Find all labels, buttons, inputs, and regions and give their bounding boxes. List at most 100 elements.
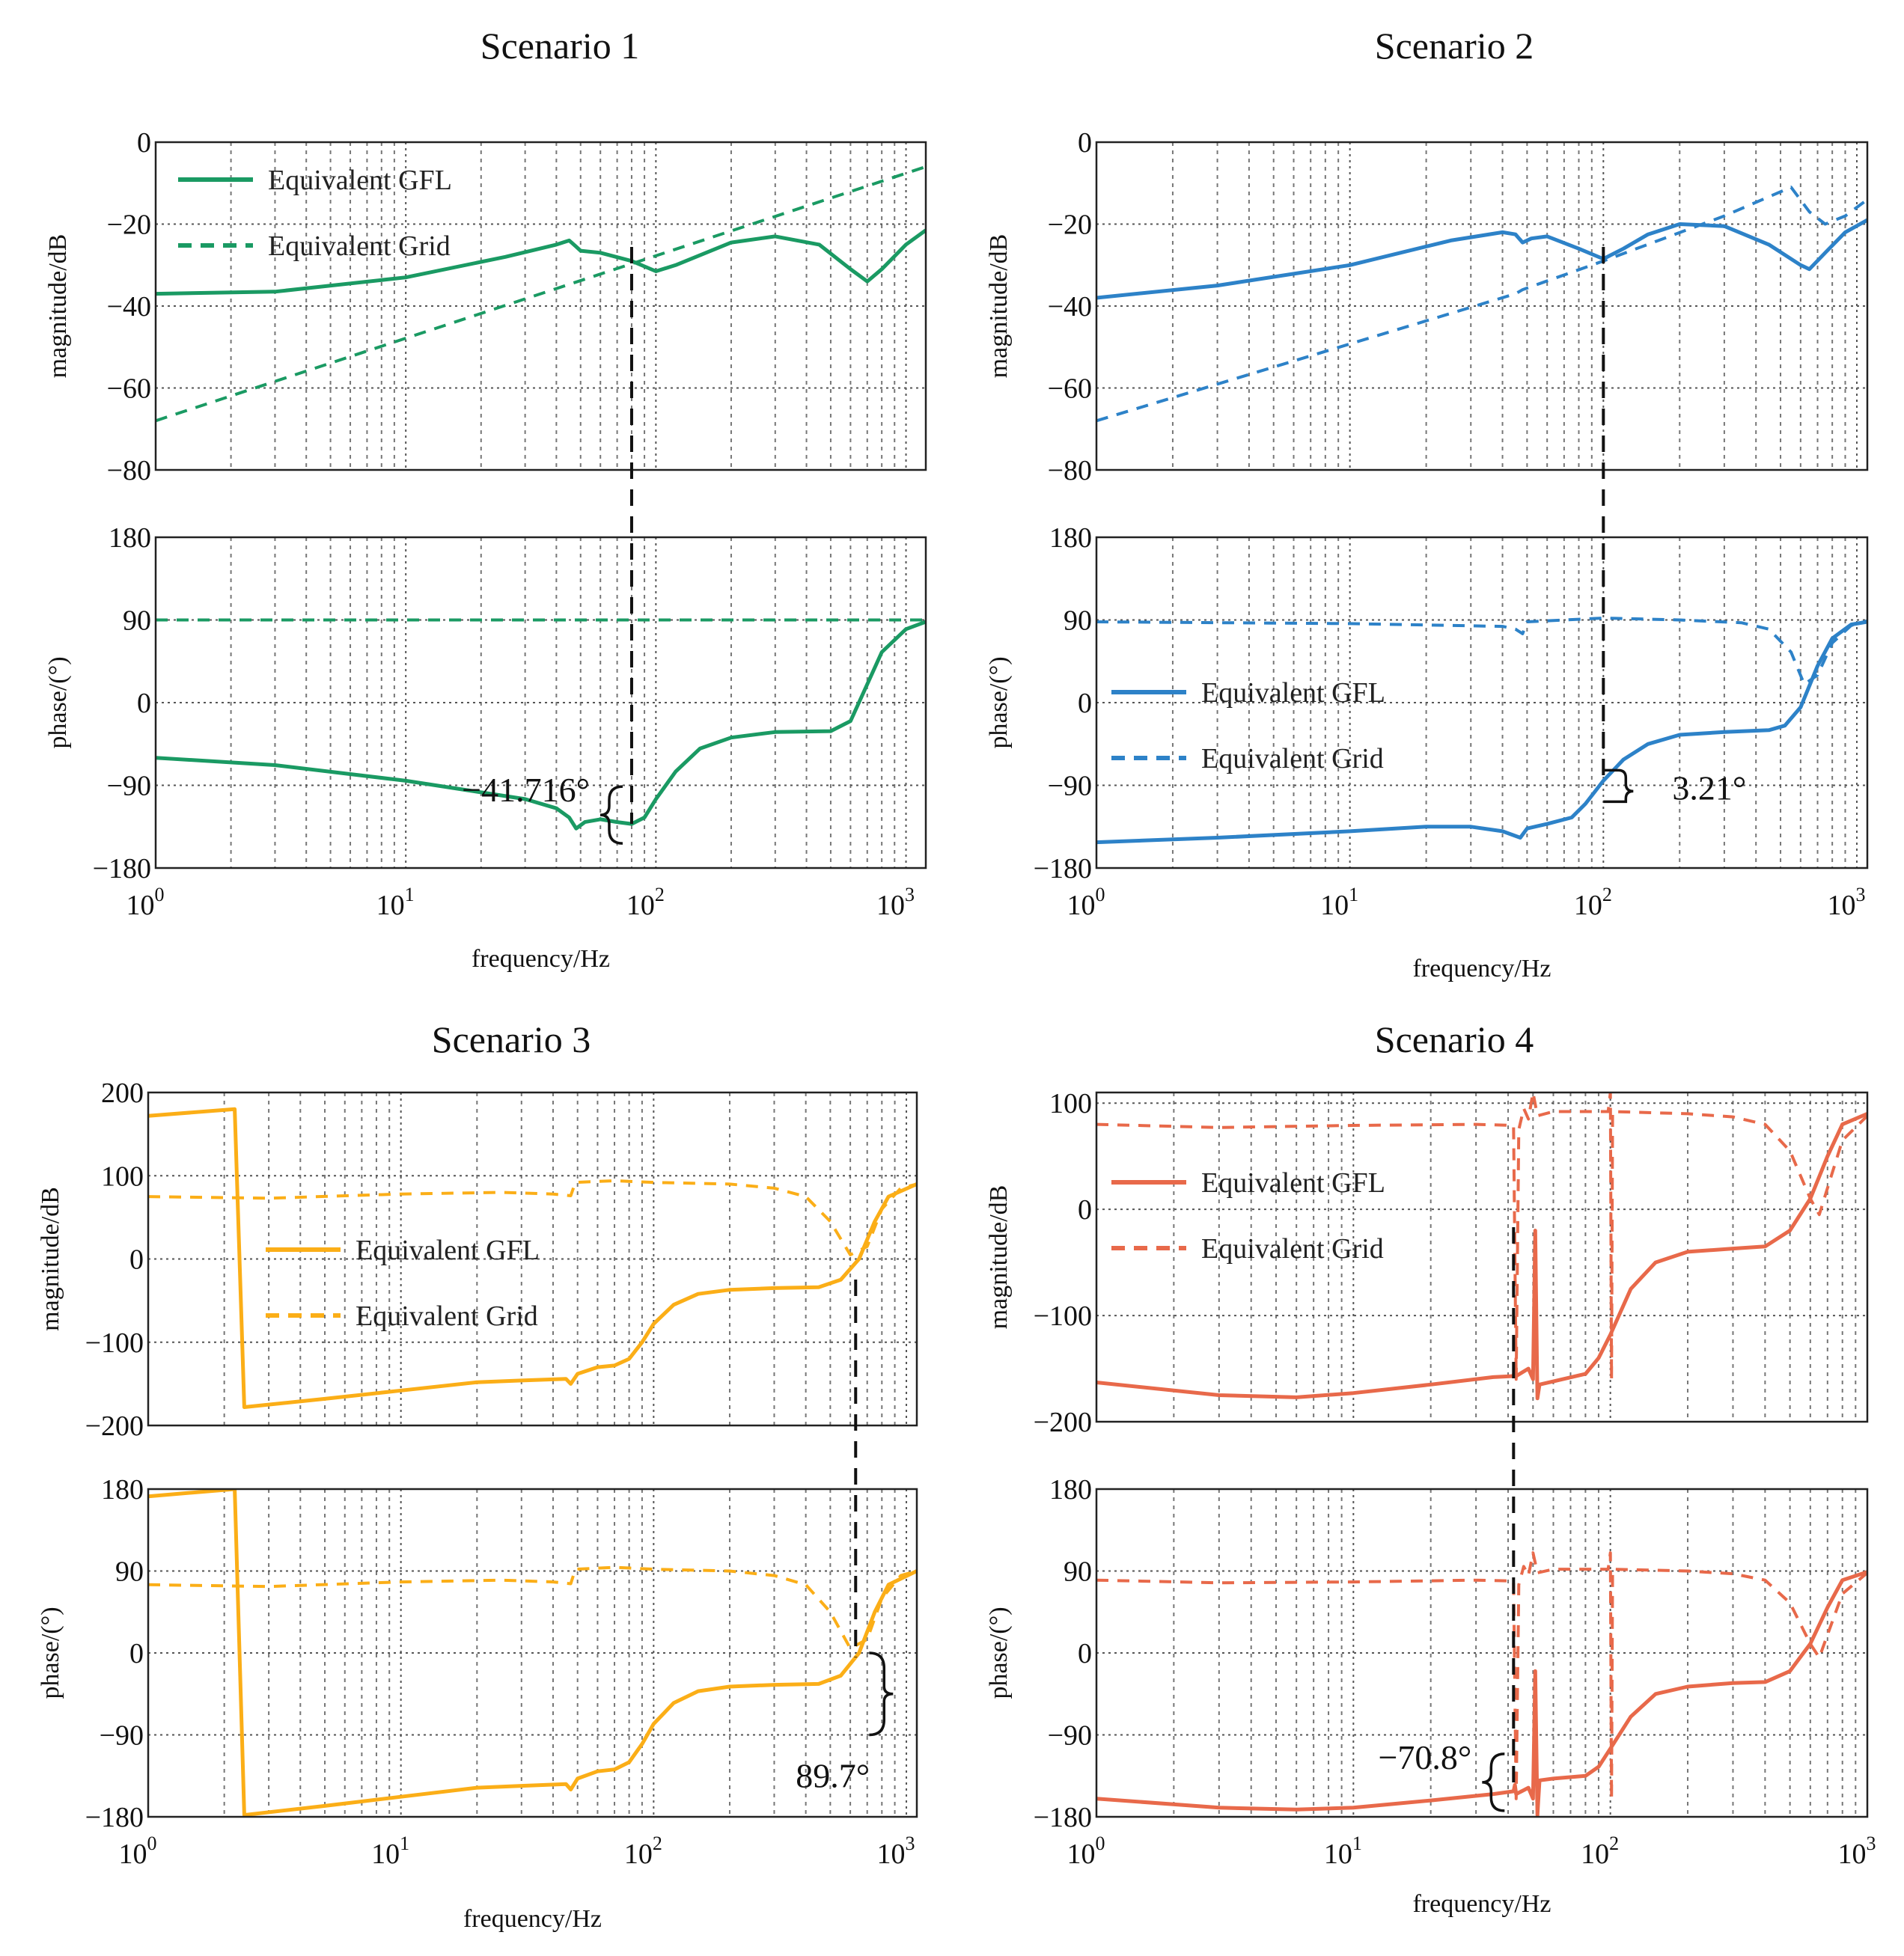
series-grid-line — [148, 1179, 917, 1256]
x-tick-label: 103 — [1838, 1833, 1876, 1870]
series-grid-line — [1096, 186, 1867, 423]
y-tick-label: −90 — [1048, 1720, 1092, 1752]
y-tick-label: 90 — [1064, 605, 1092, 637]
phase-panel: 100 101 102 103 180 90 0 −90 −180 phase/(°) — [37, 1474, 918, 1870]
series-grid-line — [1096, 617, 1867, 686]
phase-margin-label: −70.8° — [1378, 1738, 1471, 1776]
y-tick-label: −20 — [1048, 210, 1092, 241]
y-tick-label: 0 — [1078, 127, 1092, 159]
legend-label: Equivalent Grid — [1201, 743, 1384, 774]
chart-title: Scenario 1 — [480, 25, 639, 67]
legend-label: Equivalent GFL — [1201, 1167, 1385, 1199]
x-tick-label: 102 — [1581, 1833, 1619, 1870]
plot-frame — [147, 1488, 918, 1818]
series-gfl-line — [148, 1107, 917, 1409]
series-grid-line — [156, 165, 926, 423]
legend-label: Equivalent GFL — [1201, 677, 1385, 709]
y-tick-label: 0 — [129, 1638, 144, 1669]
x-tick-label: 103 — [877, 1833, 915, 1870]
x-tick-label: 100 — [1067, 1833, 1105, 1870]
chart-title: Scenario 2 — [1375, 25, 1534, 67]
y-tick-label: −200 — [1034, 1407, 1092, 1438]
y-axis-label: phase/(°) — [985, 656, 1013, 748]
y-tick-label: 0 — [137, 127, 151, 159]
x-tick-label: 101 — [376, 884, 415, 921]
y-tick-label: −90 — [107, 771, 151, 802]
plot-frame — [147, 1091, 918, 1427]
phase-margin-label: 89.7° — [796, 1757, 870, 1795]
magnitude-panel: 0 −20 −40 −60 −80 magnitude/dB — [985, 127, 1869, 486]
phase-panel: 100 101 102 103 180 90 0 −90 −180 phase/(°) — [44, 522, 927, 921]
y-axis-label: magnitude/dB — [985, 234, 1013, 379]
y-tick-label: −60 — [1048, 373, 1092, 405]
y-tick-label: 0 — [1078, 688, 1092, 719]
y-tick-label: −180 — [1034, 853, 1092, 884]
angle-brace — [599, 785, 623, 845]
x-tick-label: 101 — [1324, 1833, 1362, 1870]
magnitude-panel: 0 −20 −40 −60 −80 magnitude/dB Equivalent GFL E… — [44, 127, 927, 486]
y-tick-label: −40 — [107, 291, 151, 323]
x-tick-label: 103 — [876, 884, 915, 921]
y-tick-label: 180 — [1049, 522, 1092, 554]
scenario-4: Scenario 4 100 0 −100 −200 magnitude/dB Equiva… — [985, 1018, 1876, 1918]
y-tick-label: −100 — [85, 1327, 144, 1359]
legend-label: Equivalent Grid — [356, 1301, 538, 1332]
series-grid-line — [148, 1565, 917, 1650]
series-gfl-line — [156, 620, 926, 831]
phase-panel: 100 101 102 103 180 90 0 −90 −180 phase/(°) Equiva… — [985, 522, 1869, 921]
x-tick-label: 100 — [1067, 884, 1105, 921]
x-tick-label: 101 — [1320, 884, 1358, 921]
y-tick-label: −80 — [107, 455, 151, 486]
y-axis-label: magnitude/dB — [37, 1187, 64, 1331]
legend-label: Equivalent Grid — [268, 230, 451, 262]
y-tick-label: 100 — [1049, 1088, 1092, 1119]
y-tick-label: −80 — [1048, 455, 1092, 486]
x-axis-label: frequency/Hz — [1412, 1890, 1551, 1918]
angle-brace — [869, 1651, 894, 1737]
legend-label: Equivalent GFL — [356, 1235, 540, 1266]
x-axis-label: frequency/Hz — [463, 1905, 602, 1933]
y-tick-label: 90 — [115, 1556, 144, 1588]
x-tick-label: 100 — [126, 884, 165, 921]
y-axis-label: phase/(°) — [985, 1607, 1013, 1699]
legend-label: Equivalent GFL — [268, 165, 452, 196]
phase-panel: 100 101 102 103 180 90 0 −90 −180 phase/(°) — [985, 1474, 1876, 1870]
y-tick-label: −180 — [85, 1802, 144, 1833]
plot-frame — [1095, 1488, 1869, 1818]
x-tick-label: 103 — [1827, 884, 1865, 921]
magnitude-panel: 200 100 0 −100 −200 magnitude/dB Equivalent GF… — [37, 1078, 918, 1442]
y-tick-label: −20 — [107, 210, 151, 241]
magnitude-panel: 100 0 −100 −200 magnitude/dB Equivalent GFL Eq… — [985, 1088, 1869, 1438]
y-axis-label: phase/(°) — [37, 1607, 64, 1699]
series-gfl-line — [1096, 218, 1867, 300]
x-tick-label: 102 — [626, 884, 665, 921]
y-tick-label: 0 — [1078, 1638, 1092, 1669]
x-tick-label: 102 — [1574, 884, 1612, 921]
y-axis-label: magnitude/dB — [44, 234, 72, 379]
y-tick-label: 100 — [101, 1161, 144, 1192]
y-tick-label: −100 — [1034, 1301, 1092, 1332]
series-grid-line — [1096, 1551, 1867, 1800]
y-tick-label: 180 — [101, 1474, 144, 1506]
y-tick-label: −40 — [1048, 291, 1092, 323]
y-axis-label: magnitude/dB — [985, 1185, 1013, 1330]
y-tick-label: 200 — [101, 1078, 144, 1109]
y-axis-label: phase/(°) — [44, 656, 72, 748]
y-tick-label: −90 — [1048, 771, 1092, 802]
scenario-1: Scenario 1 0 −20 −40 −60 −80 magnitude/dB Equiv… — [44, 25, 927, 973]
x-axis-label: frequency/Hz — [472, 945, 610, 973]
y-tick-label: −200 — [85, 1411, 144, 1442]
series-gfl-line — [1096, 1570, 1867, 1817]
y-tick-label: 0 — [1078, 1194, 1092, 1226]
chart-title: Scenario 4 — [1375, 1018, 1534, 1060]
y-tick-label: 90 — [123, 605, 151, 637]
x-tick-label: 102 — [624, 1833, 662, 1870]
series-gfl-line — [1096, 1112, 1867, 1401]
x-tick-label: 101 — [371, 1833, 409, 1870]
plot-frame — [154, 536, 927, 869]
y-tick-label: −180 — [93, 853, 151, 884]
series-gfl-line — [156, 228, 926, 296]
scenario-3: Scenario 3 200 100 0 −100 −200 magnitude/dB Equ… — [37, 1018, 918, 1933]
series-gfl-line — [148, 1489, 917, 1817]
